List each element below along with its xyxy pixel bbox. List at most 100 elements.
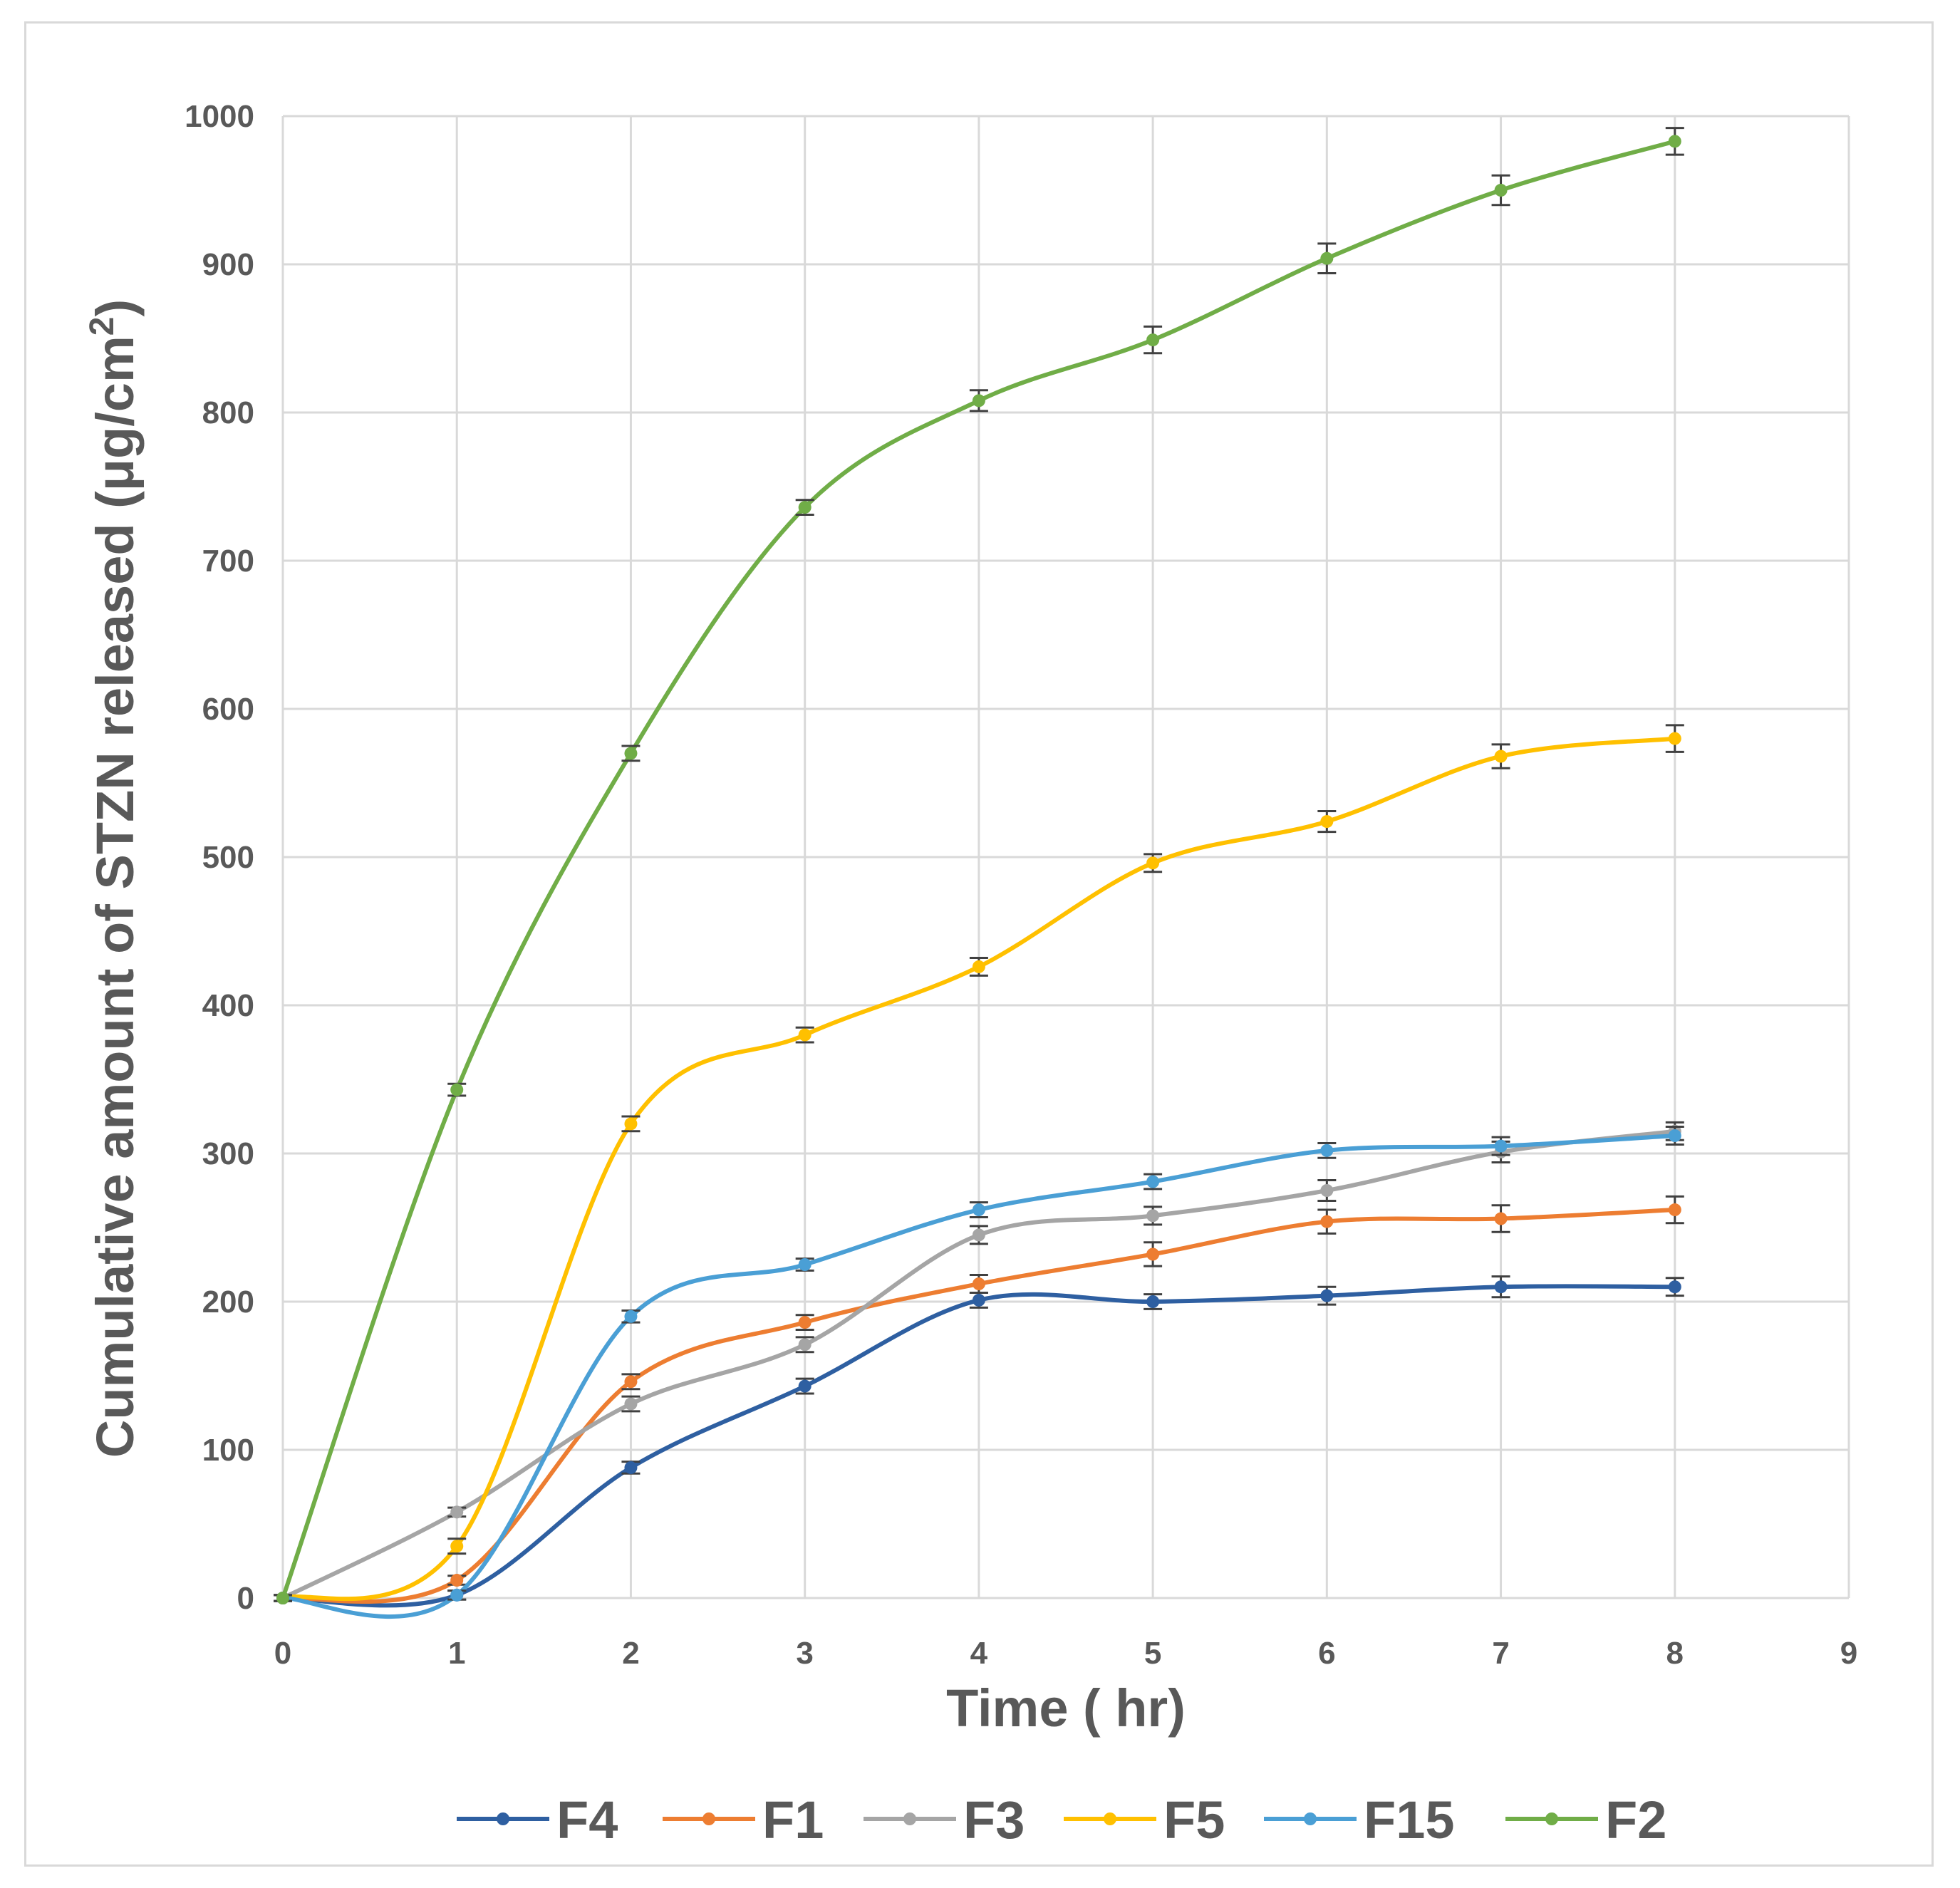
- data-point-F15-6: [1320, 1143, 1334, 1157]
- data-point-F1-5: [1146, 1248, 1160, 1261]
- x-tick-label-9: 9: [1840, 1636, 1857, 1671]
- legend-item-F15: F15: [1264, 1790, 1455, 1850]
- data-point-F4-7: [1494, 1280, 1508, 1294]
- data-point-F15-2: [624, 1309, 638, 1323]
- legend-marker-F4: [497, 1812, 509, 1825]
- data-point-F5-2: [624, 1117, 638, 1131]
- data-point-F1-7: [1494, 1212, 1508, 1225]
- data-point-F2-5: [1146, 333, 1160, 347]
- tick-labels: 0 100 200 300 400 500 600 700 800 900 1000 0 1 2 3 4 5 6 7…: [185, 99, 1857, 1671]
- series-line-F3: [281, 1129, 1676, 1600]
- data-point-F2-3: [798, 501, 812, 514]
- legend-item-F1: F1: [663, 1790, 824, 1850]
- series-line-F4: [282, 1284, 1675, 1608]
- legend-item-F5: F5: [1064, 1790, 1225, 1850]
- data-point-F15-4: [972, 1203, 985, 1217]
- x-tick-label-0: 0: [274, 1636, 291, 1671]
- data-point-F4-3: [798, 1379, 812, 1393]
- x-tick-label-5: 5: [1144, 1636, 1161, 1671]
- legend-label-F1: F1: [762, 1790, 824, 1850]
- data-point-F5-3: [798, 1028, 812, 1042]
- y-tick-label-800: 800: [202, 395, 254, 430]
- data-point-F4-8: [1668, 1280, 1681, 1294]
- line-chart: 0 100 200 300 400 500 600 700 800 900 1000 0 1 2 3 4 5 6 7…: [83, 99, 1857, 1850]
- legend-marker-F1: [702, 1812, 715, 1825]
- x-tick-label-8: 8: [1666, 1636, 1684, 1671]
- legend-label-F4: F4: [556, 1790, 618, 1850]
- data-point-F2-7: [1494, 184, 1508, 197]
- data-point-F1-4: [972, 1277, 985, 1291]
- legend: F4 F1 F3 F5 F15 F2: [457, 1790, 1666, 1850]
- data-point-F5-4: [972, 960, 985, 973]
- data-point-F15-3: [798, 1258, 812, 1271]
- data-point-F2-4: [972, 394, 985, 408]
- data-point-F5-1: [450, 1540, 464, 1553]
- legend-item-F4: F4: [457, 1790, 618, 1850]
- data-point-F2-0: [276, 1592, 289, 1604]
- x-tick-label-4: 4: [970, 1636, 988, 1671]
- y-tick-label-1000: 1000: [185, 99, 254, 134]
- data-point-F15-8: [1668, 1129, 1681, 1143]
- y-tick-label-400: 400: [202, 988, 254, 1023]
- legend-label-F3: F3: [963, 1790, 1025, 1850]
- data-point-F1-6: [1320, 1215, 1334, 1228]
- legend-label-F2: F2: [1605, 1790, 1666, 1850]
- series-F4: [274, 1275, 1684, 1608]
- data-point-F15-1: [450, 1588, 464, 1602]
- x-tick-label-2: 2: [622, 1636, 639, 1671]
- data-point-F2-2: [624, 747, 638, 760]
- series-line-F15: [282, 1134, 1675, 1619]
- y-tick-label-600: 600: [202, 692, 254, 727]
- legend-marker-F15: [1304, 1812, 1317, 1825]
- series-F3: [274, 1121, 1684, 1604]
- y-tick-label-300: 300: [202, 1136, 254, 1171]
- data-point-F1-8: [1668, 1203, 1681, 1217]
- series-F5: [274, 724, 1684, 1604]
- x-tick-label-3: 3: [796, 1636, 813, 1671]
- legend-label-F5: F5: [1163, 1790, 1225, 1850]
- data-point-F3-2: [624, 1397, 638, 1411]
- data-point-F3-1: [450, 1505, 464, 1519]
- data-point-F15-5: [1146, 1175, 1160, 1188]
- data-point-F3-3: [798, 1338, 812, 1352]
- y-axis-title: Cumulative amount of STZN released (μg/c…: [83, 299, 145, 1458]
- series-F2: [274, 127, 1684, 1604]
- data-point-F5-6: [1320, 815, 1334, 829]
- y-tick-label-900: 900: [202, 247, 254, 282]
- x-axis-title: Time ( hr): [946, 1679, 1186, 1738]
- x-tick-label-1: 1: [448, 1636, 465, 1671]
- data-point-F3-4: [972, 1228, 985, 1242]
- legend-marker-F2: [1545, 1812, 1558, 1825]
- y-tick-label-100: 100: [202, 1433, 254, 1468]
- data-point-F3-5: [1146, 1209, 1160, 1223]
- data-point-F2-8: [1668, 135, 1681, 148]
- data-point-F1-3: [798, 1316, 812, 1329]
- data-point-F4-6: [1320, 1289, 1334, 1302]
- gridlines: [281, 115, 1850, 1599]
- y-tick-label-500: 500: [202, 840, 254, 875]
- legend-marker-F3: [903, 1812, 916, 1825]
- chart-frame: 0 100 200 300 400 500 600 700 800 900 1000 0 1 2 3 4 5 6 7…: [24, 21, 1934, 1867]
- data-point-F4-2: [624, 1461, 638, 1474]
- legend-item-F2: F2: [1505, 1790, 1666, 1850]
- data-point-F4-4: [972, 1293, 985, 1307]
- legend-label-F15: F15: [1364, 1790, 1455, 1850]
- x-tick-label-6: 6: [1318, 1636, 1335, 1671]
- data-point-F1-2: [624, 1375, 638, 1389]
- data-point-F5-8: [1668, 732, 1681, 745]
- data-point-F15-7: [1494, 1139, 1508, 1153]
- legend-marker-F5: [1104, 1812, 1116, 1825]
- data-point-F4-5: [1146, 1295, 1160, 1308]
- legend-item-F3: F3: [864, 1790, 1025, 1850]
- y-tick-label-700: 700: [202, 544, 254, 579]
- data-point-F2-6: [1320, 251, 1334, 265]
- data-point-F5-5: [1146, 856, 1160, 870]
- data-point-F2-1: [450, 1083, 464, 1096]
- x-tick-label-7: 7: [1492, 1636, 1509, 1671]
- series-line-F5: [282, 736, 1676, 1602]
- y-tick-label-200: 200: [202, 1285, 254, 1319]
- series: [274, 127, 1684, 1619]
- data-point-F3-6: [1320, 1184, 1334, 1197]
- y-tick-label-0: 0: [237, 1581, 254, 1616]
- data-point-F5-7: [1494, 750, 1508, 763]
